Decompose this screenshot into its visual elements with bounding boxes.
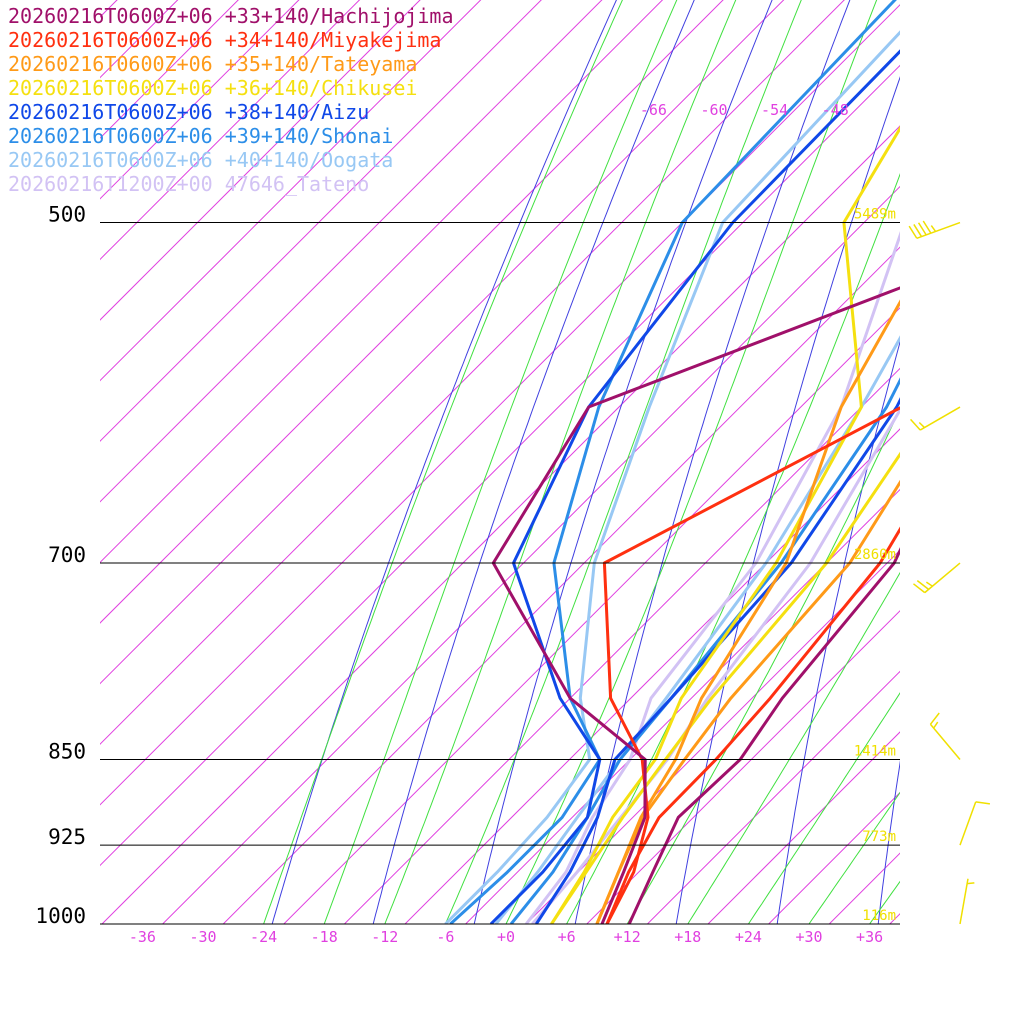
isotherm-line: [100, 0, 664, 564]
height-label: 1414m: [854, 744, 896, 760]
isotherm-line: [100, 0, 845, 745]
isotherm-line: [767, 791, 900, 924]
moist-adiabat-line: [323, 0, 678, 924]
moist-adiabat-line: [444, 0, 802, 924]
temperature-tick-label: +18: [674, 928, 701, 946]
height-label: 5489m: [854, 207, 896, 223]
isotherm-line: [100, 0, 603, 503]
temperature-line-6: [494, 335, 900, 924]
upper-temperature-label: -54: [761, 101, 788, 119]
temperature-line-4: [535, 397, 900, 924]
moist-adiabat-line: [626, 407, 900, 924]
upper-temperature-label: -66: [640, 101, 667, 119]
legend-entry-tateyama: 20260216T0600Z+06 +35+140/Tateyama: [8, 52, 418, 76]
temperature-tick-label: -6: [436, 928, 454, 946]
temperature-tick-label: +12: [614, 928, 641, 946]
isotherm-line: [464, 488, 900, 924]
wind-barb: [929, 712, 961, 761]
temperature-tick-label: -18: [311, 928, 338, 946]
isotherm-line: [889, 913, 900, 924]
legend-entry-aizu: 20260216T0600Z+06 +38+140/Aizu: [8, 100, 370, 124]
dry-adiabat-line: [473, 0, 773, 924]
isotherm-line: [101, 125, 900, 924]
temperature-line-5: [509, 377, 900, 924]
upper-temperature-label: -48: [822, 101, 849, 119]
legend-entry-oogata: 20260216T0600Z+06 +40+140/Oogata: [8, 148, 394, 172]
pressure-label: 850: [48, 740, 86, 764]
isotherm-line: [100, 0, 542, 442]
dry-adiabat-line: [776, 340, 900, 924]
wind-barb: [959, 878, 975, 925]
legend-entry-shonai: 20260216T0600Z+06 +39+140/Shonai: [8, 124, 394, 148]
temperature-tick-label: +0: [497, 928, 515, 946]
pressure-label: 500: [48, 203, 86, 227]
dry-adiabat-line: [271, 0, 617, 924]
dewpoint-line-0: [491, 286, 900, 924]
wind-barb: [908, 220, 961, 239]
legend-entry-tateno: 20260216T1200Z+00 47646_Tateno: [8, 172, 370, 196]
isotherm-line: [343, 367, 900, 924]
wind-barb: [910, 406, 961, 431]
isotherm-line: [586, 610, 900, 924]
height-label: 773m: [862, 829, 896, 845]
moist-adiabat-line: [505, 0, 878, 924]
pressure-label: 1000: [35, 904, 86, 928]
temperature-tick-label: +36: [856, 928, 883, 946]
dewpoint-line-5: [449, 0, 897, 924]
temperature-tick-label: +30: [795, 928, 822, 946]
pressure-label: 925: [48, 825, 86, 849]
temperature-line-1: [605, 526, 900, 924]
dry-adiabat-line: [975, 0, 1024, 973]
isotherm-line: [100, 4, 900, 806]
legend-entry-miyakejima: 20260216T0600Z+06 +34+140/Miyakejima: [8, 28, 442, 52]
pressure-label: 700: [48, 543, 86, 567]
dewpoint-line-2: [595, 299, 900, 924]
dry-adiabat-line: [877, 760, 900, 924]
upper-temperature-label: -60: [700, 101, 727, 119]
height-label: 2860m: [854, 547, 896, 563]
height-label: 116m: [862, 908, 896, 924]
temperature-line-3: [550, 451, 900, 924]
dewpoint-line-6: [444, 30, 900, 924]
isotherm-line: [222, 246, 900, 924]
moist-adiabat-line: [747, 692, 900, 924]
temperature-tick-label: +6: [558, 928, 576, 946]
legend-entry-chikusei: 20260216T0600Z+06 +36+140/Chikusei: [8, 76, 418, 100]
wind-barb: [959, 801, 991, 846]
dry-adiabat-line: [372, 0, 695, 924]
temperature-line-2: [595, 479, 900, 924]
temperature-line-0: [627, 547, 900, 924]
isotherm-line: [100, 0, 785, 685]
temperature-tick-label: +24: [735, 928, 762, 946]
isotherm-line: [161, 185, 900, 924]
dewpoint-line-1: [602, 406, 900, 924]
moist-adiabat-line: [384, 0, 737, 924]
isotherm-line: [283, 307, 900, 924]
temperature-tick-label: -30: [189, 928, 216, 946]
temperature-tick-label: -12: [371, 928, 398, 946]
legend: 20260216T0600Z+06 +33+140/Hachijojima 20…: [8, 4, 454, 196]
isotherm-line: [100, 64, 900, 867]
temperature-tick-label: -24: [250, 928, 277, 946]
moist-adiabat-line: [263, 0, 623, 924]
legend-entry-hachijojima: 20260216T0600Z+06 +33+140/Hachijojima: [8, 4, 454, 28]
temperature-tick-label: -36: [129, 928, 156, 946]
isotherm-line: [100, 0, 724, 624]
dewpoint-line-3: [550, 125, 900, 924]
moist-adiabat-line: [687, 571, 900, 924]
wind-barb: [913, 562, 961, 594]
